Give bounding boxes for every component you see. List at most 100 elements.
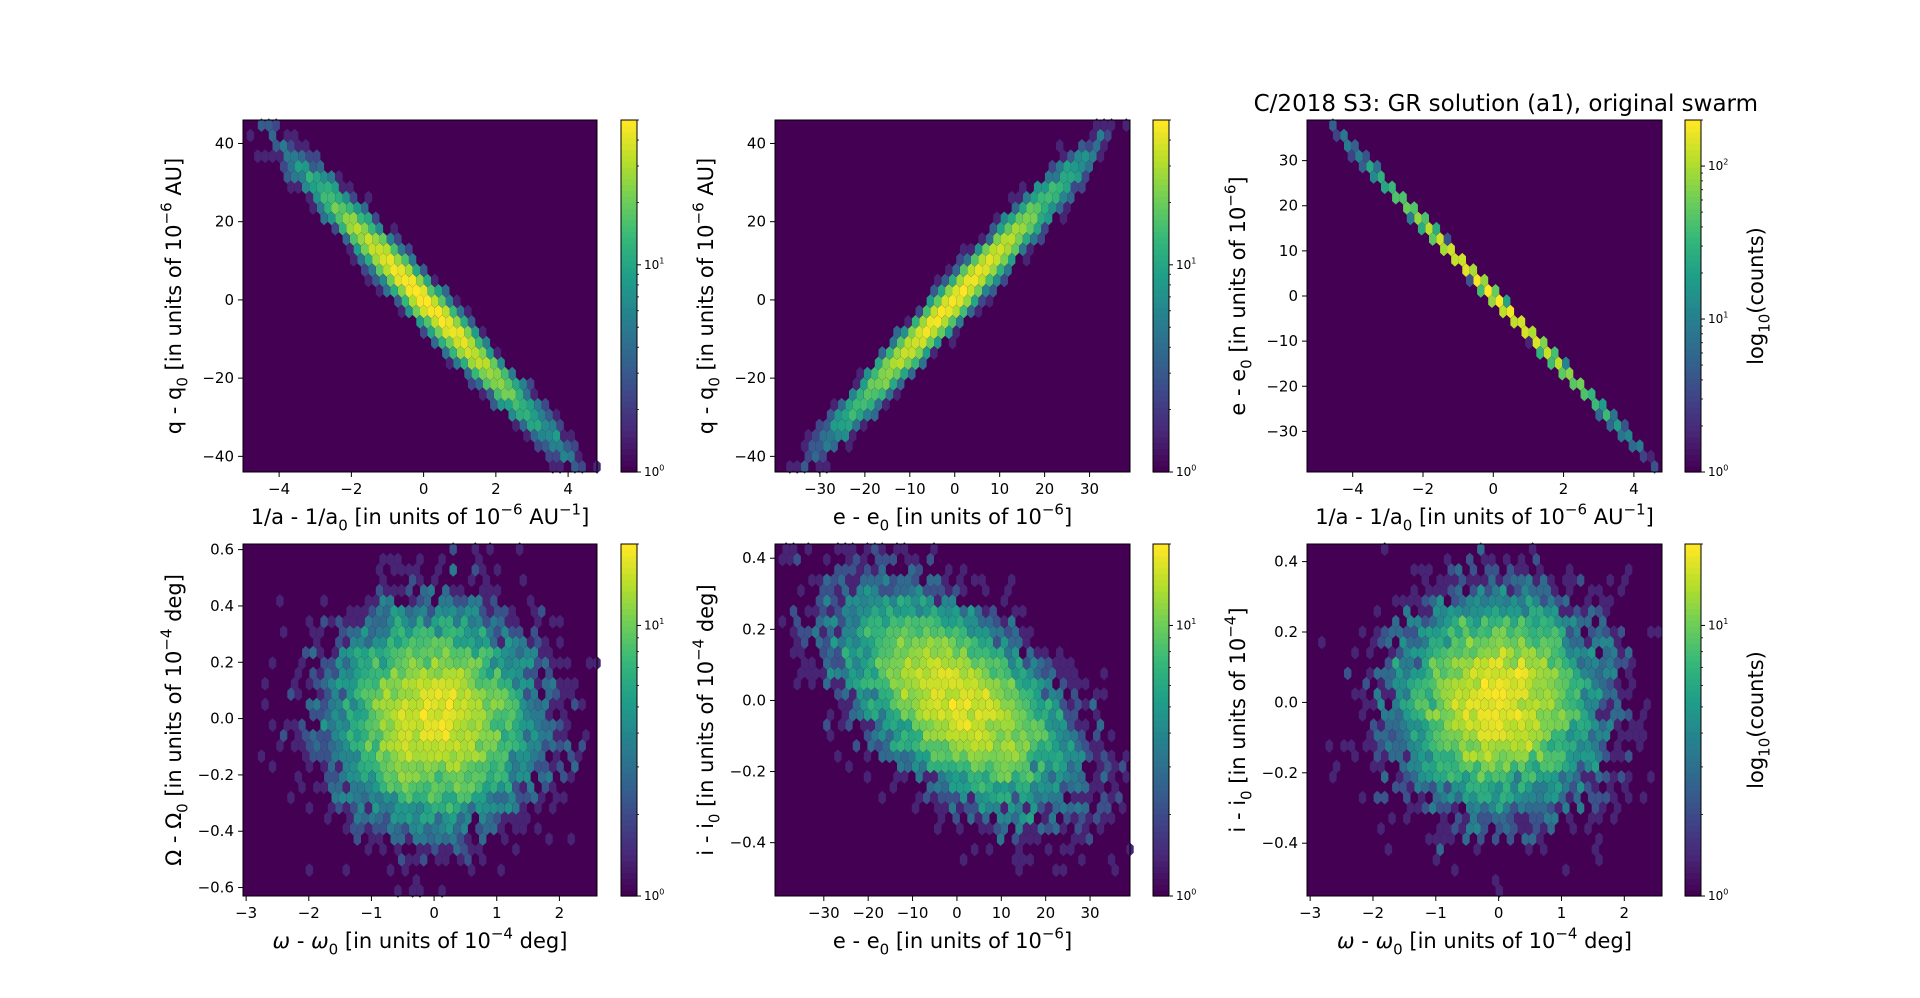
p4-hexbin <box>335 656 343 670</box>
p3-hexbin <box>1362 149 1370 164</box>
p4-hexbin <box>526 780 535 795</box>
p3-hexbin <box>1432 221 1441 236</box>
p2-hexbin <box>1048 201 1056 215</box>
p5-hexbin <box>885 645 894 660</box>
p5-colorbar-segment <box>1153 678 1169 686</box>
p2-ytick-label: 40 <box>747 134 766 152</box>
p5-hexbin <box>978 780 986 795</box>
p4-hexbin <box>405 790 413 805</box>
p5-hexbin <box>904 552 912 567</box>
p6-hexbin <box>1429 718 1437 732</box>
p5-hexbin <box>893 770 901 784</box>
p5-hexbin <box>815 635 824 650</box>
p6-hexbin <box>1540 801 1548 815</box>
p5-hexbin <box>1000 739 1008 753</box>
p5-hexbin <box>852 594 861 608</box>
p3-hexbin <box>1543 346 1552 360</box>
p5-hexbin <box>1096 739 1105 753</box>
p1-hexbin <box>431 315 439 329</box>
p2-colorbar-segment <box>1153 360 1169 367</box>
p5-hexbin <box>985 801 994 815</box>
p2-colorbar-segment <box>1153 401 1169 409</box>
p6-hexbin <box>1399 656 1407 670</box>
p3-hexbin <box>1403 201 1411 215</box>
p6-hexbin <box>1436 614 1444 629</box>
p2-hexbin <box>823 460 831 474</box>
p6-hexbin <box>1473 614 1481 629</box>
p1-hexbin <box>383 284 391 298</box>
p6-hexbin <box>1525 594 1533 608</box>
p5-hexbin <box>989 645 997 660</box>
p2-hexbin <box>1074 149 1082 164</box>
p2-colorbar-segment <box>1153 184 1169 191</box>
p6-hexbin <box>1381 770 1389 784</box>
p6-hexbin <box>1521 708 1529 722</box>
p6-hexbin <box>1466 759 1474 774</box>
p4-hexbin <box>515 770 524 784</box>
p5-hexbin <box>967 749 975 764</box>
p5-hexbin <box>948 656 957 670</box>
p4-hexbin <box>445 635 454 650</box>
p6-hexbin <box>1454 645 1463 660</box>
p1-hexbin <box>526 397 535 412</box>
p2-ytick-label: −40 <box>734 447 766 465</box>
p5-hexbin <box>893 645 901 660</box>
p6-hexbin <box>1447 708 1455 722</box>
p5-hexbin <box>837 573 846 588</box>
p6-hexbin <box>1425 687 1433 701</box>
p4-hexbin <box>320 594 328 608</box>
p5-hexbin <box>882 552 890 567</box>
p6-hexbin <box>1429 739 1437 753</box>
p6-colorbar-segment <box>1685 684 1701 692</box>
p5-hexbin <box>852 739 861 753</box>
p6-hexbin <box>1440 749 1448 764</box>
p4-hexbin <box>541 635 550 650</box>
p6-hexbin <box>1551 728 1559 743</box>
p5-hexbin <box>1004 666 1012 681</box>
p2-hexbin <box>930 325 938 340</box>
p6-hexbin <box>1488 759 1496 774</box>
p1-hexbin <box>397 284 406 298</box>
p4-hexbin <box>471 645 479 660</box>
p6-hexbin <box>1373 728 1381 743</box>
p1-hexbin <box>445 294 454 308</box>
p4-hexbin <box>338 645 347 660</box>
p4-hexbin <box>408 739 417 753</box>
p6-hexbin <box>1462 645 1470 660</box>
p6-hexbin <box>1528 687 1537 701</box>
p4-hexbin <box>361 749 369 764</box>
p5-colorbar-tick-label: 101​ <box>1176 617 1196 632</box>
p3-ytick-label: −20 <box>1266 377 1298 395</box>
p1-hexbin <box>467 315 476 329</box>
p6-hexbin <box>1454 749 1463 764</box>
p6-hexbin <box>1595 790 1603 805</box>
p4-hexbin <box>504 759 513 774</box>
p5-hexbin <box>1004 790 1012 805</box>
p4-colorbar-segment <box>621 678 637 686</box>
p6-hexbin <box>1469 604 1478 619</box>
p4-hexbin <box>420 666 428 681</box>
p4-hexbin <box>423 780 432 795</box>
p5-hexbin <box>1015 656 1023 670</box>
p5-hexbin <box>930 666 938 681</box>
p1-hexbin <box>408 252 417 267</box>
p4-hexbin <box>460 718 468 732</box>
p1-hexbin <box>257 118 266 132</box>
p4-hexbin <box>563 718 572 732</box>
p1-hexbin <box>467 335 476 350</box>
p4-ytick-label: −0.2 <box>198 766 234 784</box>
p6-hexbin <box>1388 645 1396 660</box>
p6-hexbin <box>1440 708 1448 722</box>
p5-hexbin <box>1015 739 1023 753</box>
p5-hexbin <box>985 656 994 670</box>
p5-hexbin <box>904 697 912 712</box>
p6-hexbin <box>1610 625 1618 639</box>
p4-hexbin <box>456 811 465 826</box>
p1-colorbar-segment <box>621 296 637 303</box>
p6-hexbin <box>1451 594 1459 608</box>
p2-hexbin <box>874 397 883 412</box>
p6-hexbin <box>1536 770 1544 784</box>
p5-hexbin <box>860 552 868 567</box>
p5-hexbin <box>908 645 916 660</box>
p5-hexbin <box>826 583 835 598</box>
